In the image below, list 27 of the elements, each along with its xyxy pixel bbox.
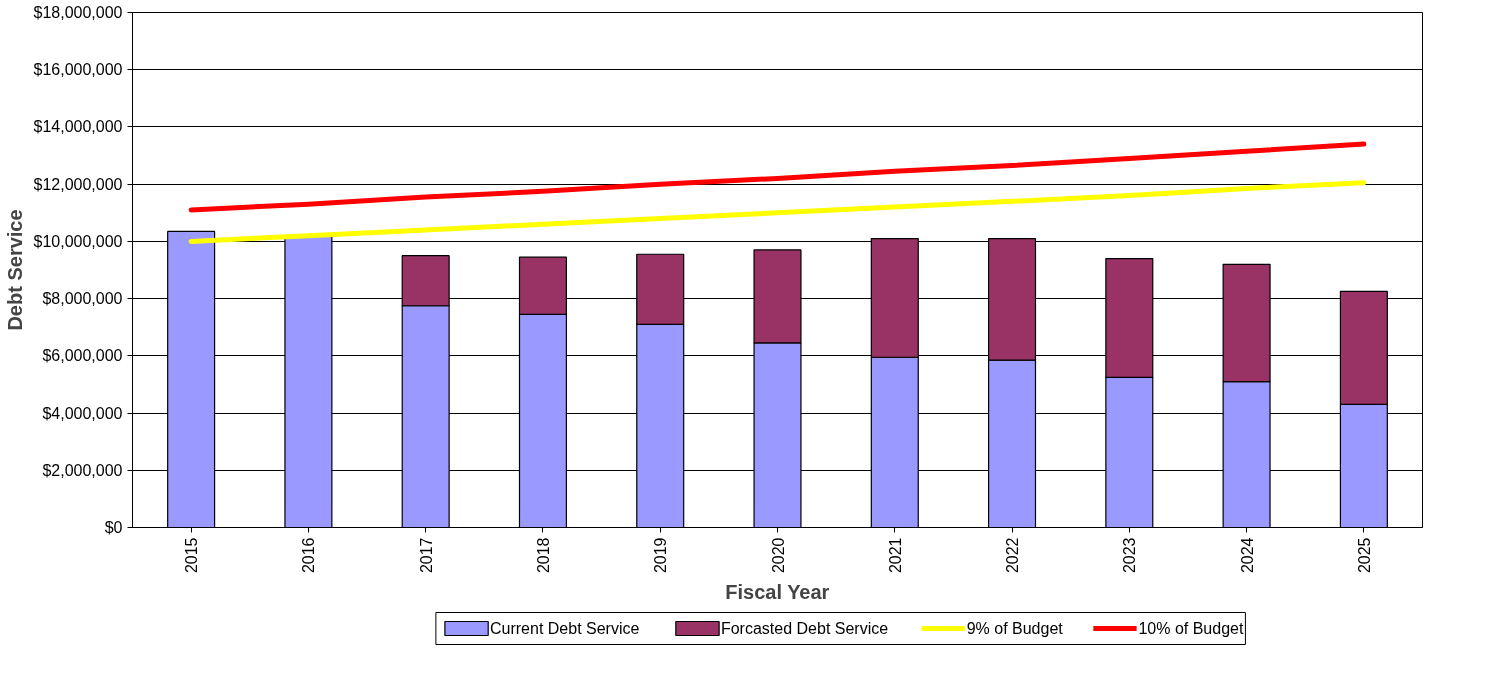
y-tick-label: $14,000,000 xyxy=(33,118,123,136)
y-tick-label: $12,000,000 xyxy=(33,175,123,193)
x-tick-label: 2021 xyxy=(886,537,904,574)
legend-label: 9% of Budget xyxy=(966,620,1064,637)
y-tick-label: $4,000,000 xyxy=(42,404,123,422)
x-axis-title: Fiscal Year xyxy=(725,581,830,604)
y-tick-label: $16,000,000 xyxy=(33,61,123,79)
y-tick-label: $2,000,000 xyxy=(42,461,123,479)
y-tick-label: $10,000,000 xyxy=(33,232,123,250)
x-tick-label: 2017 xyxy=(417,537,435,574)
y-tick-label: $6,000,000 xyxy=(42,347,123,365)
x-tick-label: 2024 xyxy=(1238,537,1256,574)
y-axis-title: Debt Service xyxy=(3,209,26,331)
legend-label: Current Debt Service xyxy=(490,620,640,637)
x-tick-label: 2015 xyxy=(183,537,201,574)
y-tick-label: $0 xyxy=(104,519,123,536)
legend-label: Forcasted Debt Service xyxy=(720,620,889,637)
x-tick-label: 2018 xyxy=(534,537,552,574)
y-tick-label: $8,000,000 xyxy=(42,290,123,308)
legend-label: 10% of Budget xyxy=(1138,620,1244,637)
x-tick-label: 2020 xyxy=(769,537,787,574)
x-tick-label: 2023 xyxy=(1121,537,1139,574)
y-tick-label: $18,000,000 xyxy=(33,4,123,21)
x-tick-label: 2016 xyxy=(300,537,318,574)
x-tick-label: 2025 xyxy=(1355,537,1373,574)
x-tick-label: 2019 xyxy=(652,537,670,574)
x-tick-label: 2022 xyxy=(1004,537,1022,574)
